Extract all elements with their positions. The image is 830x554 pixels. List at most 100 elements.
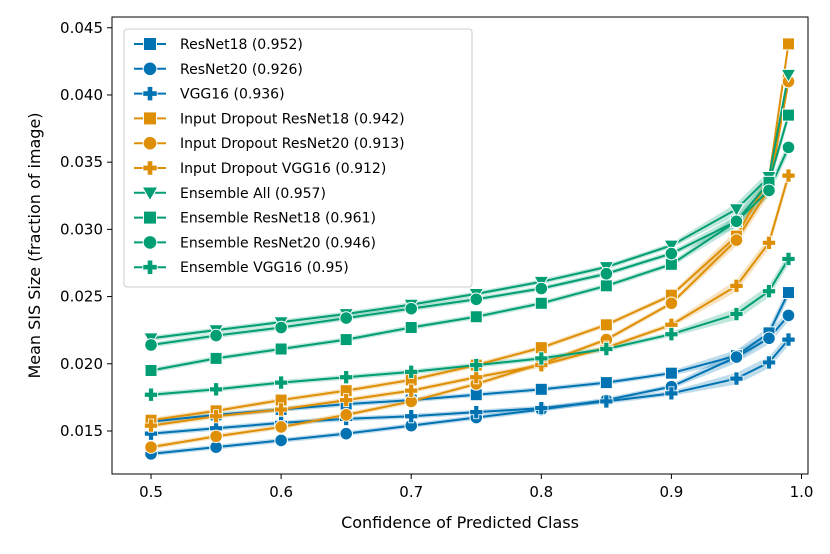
plot-frame [111,16,809,475]
data-point [729,371,744,386]
data-point [781,140,796,155]
data-point [339,311,353,325]
legend-label: Input Dropout VGG16 (0.912) [180,161,386,177]
legend-box [123,28,473,288]
data-point [599,318,613,332]
x-tick-label: 0.8 [529,483,553,501]
data-point [404,409,419,424]
data-point [664,296,679,311]
data-point [144,364,158,378]
data-point [781,308,796,323]
data-point [339,333,353,347]
legend-marker [143,210,157,225]
legend-label: Input Dropout ResNet20 (0.913) [180,136,405,152]
legend-label: Ensemble All (0.957) [180,186,326,202]
data-point [469,405,484,420]
data-point [781,251,796,266]
legend-label: ResNet18 (0.952) [180,37,303,53]
legend-marker [142,235,158,250]
data-point [599,266,614,281]
series-band [151,109,789,373]
data-point [339,426,353,441]
data-point [762,331,776,346]
data-point [664,327,679,342]
data-point [664,386,679,401]
data-point [729,233,744,247]
data-point [761,355,776,370]
data-point [274,433,288,448]
data-point [209,382,224,397]
x-tick-label: 0.5 [139,483,163,501]
legend-marker [142,61,158,77]
data-point [761,235,776,250]
data-point [599,341,614,356]
series-line [150,175,790,427]
data-point [664,366,678,380]
data-point [761,284,776,299]
data-point [339,393,354,408]
data-point [781,37,795,51]
data-point [599,394,614,409]
data-point [534,351,549,366]
series-markers [142,37,797,461]
y-axis: 0.015 0.020 0.025 0.030 0.035 0.040 0.045 [60,19,112,440]
legend-label: VGG16 (0.936) [180,87,285,103]
data-point [728,203,745,218]
x-tick-label: 1.0 [790,483,814,501]
data-point [729,214,744,229]
data-point [469,370,484,385]
data-point [781,286,795,300]
data-point [534,382,548,396]
data-point [599,376,613,390]
x-tick-label: 0.6 [269,483,293,501]
legend: ResNet18 (0.952) ResNet20 (0.926) VGG16 (0… [123,28,473,288]
data-point [404,301,419,316]
legend-marker [142,135,158,151]
data-point [209,429,223,444]
data-point [144,387,159,402]
legend-marker [141,186,159,202]
data-point [469,292,484,307]
data-point [209,351,223,365]
data-point [664,246,679,261]
y-tick-label: 0.030 [60,220,103,238]
data-point [469,310,483,324]
data-point [469,358,484,373]
data-point [663,239,680,254]
data-point [781,108,795,122]
y-tick-label: 0.025 [60,288,103,306]
data-point [404,364,419,379]
data-point [209,409,224,424]
data-point [144,338,158,352]
y-axis-label: Mean SIS Size (fraction of image) [25,112,44,378]
data-point [781,168,796,183]
y-tick-label: 0.015 [60,422,103,440]
x-axis-label: Confidence of Predicted Class [341,513,579,532]
data-point [274,402,289,417]
data-point [599,279,613,293]
y-tick-label: 0.035 [60,153,103,171]
x-tick-label: 0.9 [659,483,683,501]
legend-label: Ensemble ResNet20 (0.946) [180,235,376,251]
data-point [534,401,549,416]
data-point [274,342,288,356]
data-point [209,328,223,343]
data-point [274,420,288,434]
data-point [534,281,549,296]
legend-marker [142,86,158,102]
data-point [404,383,419,398]
y-tick-label: 0.040 [60,86,103,104]
legend-marker [143,111,157,126]
legend-marker [143,37,157,51]
data-point [781,332,796,347]
data-point [780,68,797,84]
y-tick-label: 0.045 [60,19,103,37]
data-point [729,350,744,364]
legend-marker [142,160,158,176]
y-tick-label: 0.020 [60,355,103,373]
data-point [339,408,353,422]
data-point [144,418,159,433]
data-point [404,320,418,334]
data-point [762,183,776,198]
